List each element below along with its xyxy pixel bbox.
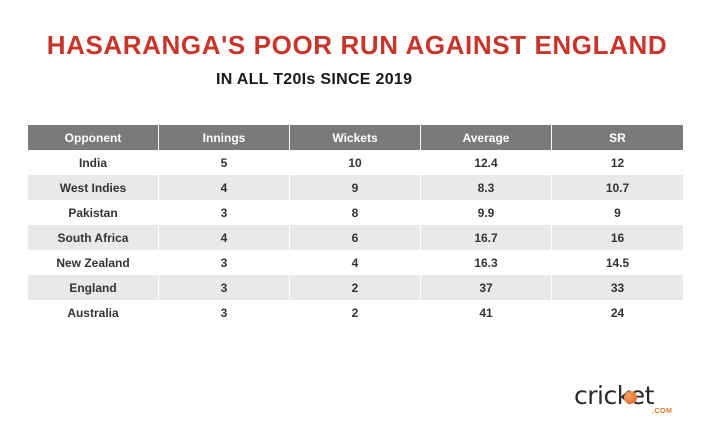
cell-average: 41 — [421, 300, 552, 325]
cell-average: 9.9 — [421, 200, 552, 225]
table-row: Pakistan 3 8 9.9 9 — [28, 200, 683, 225]
cell-wickets: 6 — [290, 225, 421, 250]
cell-average: 12.4 — [421, 150, 552, 175]
column-header-average: Average — [421, 125, 552, 150]
stats-table: Opponent Innings Wickets Average SR Indi… — [28, 125, 683, 325]
chart-subtitle: IN ALL T20Is SINCE 2019 — [216, 71, 413, 88]
table-body: India 5 10 12.4 12 West Indies 4 9 8.3 10.7 Pakist… — [28, 150, 683, 325]
cell-wickets: 10 — [290, 150, 421, 175]
column-header-sr: SR — [552, 125, 683, 150]
table-row: West Indies 4 9 8.3 10.7 — [28, 175, 683, 200]
cell-innings: 5 — [159, 150, 290, 175]
cell-sr: 12 — [610, 155, 625, 170]
table-row: South Africa 4 6 16.7 16 — [28, 225, 683, 250]
cell-opponent: West Indies — [28, 175, 159, 200]
cell-opponent: New Zealand — [28, 250, 159, 275]
logo-wordmark: cricket — [574, 381, 654, 410]
cell-innings: 4 — [159, 225, 290, 250]
cell-average: 16.3 — [421, 250, 552, 275]
cell-wickets: 4 — [290, 250, 421, 275]
cell-innings: 3 — [159, 300, 290, 325]
cell-sr: 10.7 — [552, 175, 683, 200]
table-row: India 5 10 12.4 12 — [28, 150, 683, 175]
cell-sr: 16 — [552, 225, 683, 250]
chart-title: HASARANGA'S POOR RUN AGAINST ENGLAND — [46, 30, 668, 60]
cell-sr: 33 — [552, 275, 683, 300]
logo-suffix: .COM — [652, 408, 673, 415]
column-header-wickets: Wickets — [290, 125, 421, 150]
table-row: England 3 2 37 33 — [28, 275, 683, 300]
cell-average: 8.3 — [421, 175, 552, 200]
cell-opponent: England — [28, 275, 159, 300]
cell-opponent: Pakistan — [28, 200, 159, 225]
cell-wickets: 2 — [290, 300, 421, 325]
cricket-ball-icon — [624, 391, 637, 404]
cricket-com-logo: cricket .COM — [574, 381, 686, 417]
column-header-opponent: Opponent — [28, 125, 159, 150]
column-header-innings: Innings — [159, 125, 290, 150]
cell-opponent: South Africa — [28, 225, 159, 250]
cell-innings: 4 — [159, 175, 290, 200]
cell-innings: 3 — [159, 200, 290, 225]
cell-opponent: Australia — [28, 300, 159, 325]
cell-innings: 3 — [159, 250, 290, 275]
cell-average: 16.7 — [421, 225, 552, 250]
cell-wickets: 2 — [290, 275, 421, 300]
cell-wickets: 9 — [290, 175, 421, 200]
table-header-row: Opponent Innings Wickets Average SR — [28, 125, 683, 150]
table-row: New Zealand 3 4 16.3 14.5 — [28, 250, 683, 275]
table-row: Australia 3 2 41 24 — [28, 300, 683, 325]
cell-wickets: 8 — [290, 200, 421, 225]
cell-average: 37 — [421, 275, 552, 300]
cell-sr: 9 — [614, 205, 621, 220]
cell-opponent: India — [28, 150, 159, 175]
cell-sr: 24 — [610, 305, 625, 320]
cell-innings: 3 — [159, 275, 290, 300]
cell-sr: 14.5 — [605, 255, 630, 270]
